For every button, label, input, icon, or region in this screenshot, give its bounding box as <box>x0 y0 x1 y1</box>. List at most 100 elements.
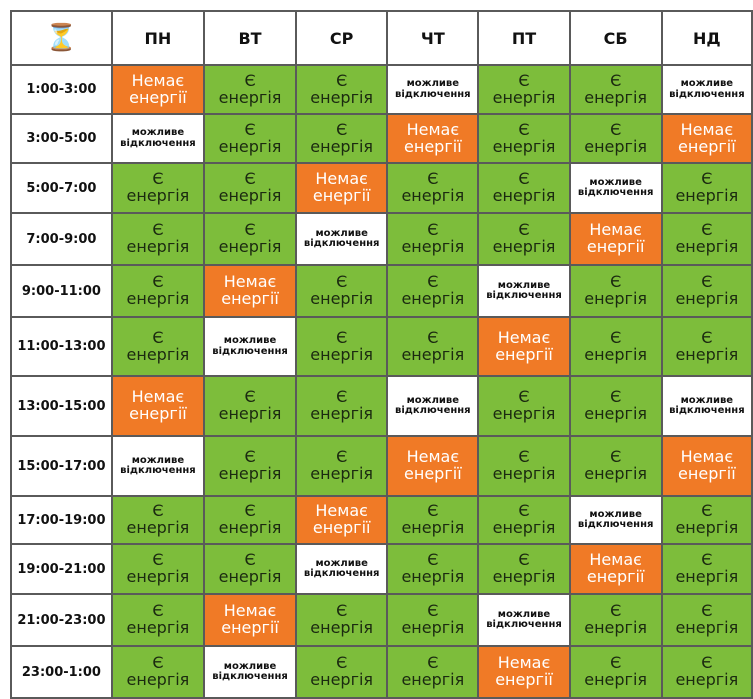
status-cell-off: Немає енергії <box>295 495 389 545</box>
status-line-2: енергія <box>310 344 374 364</box>
status-line-1: Є <box>518 169 530 189</box>
status-line-1: Є <box>244 119 256 139</box>
status-line-1: Є <box>244 501 256 521</box>
status-line-1: Є <box>518 550 530 570</box>
status-line-1: Немає <box>497 327 551 347</box>
status-cell-off: Немає енергії <box>660 435 753 497</box>
status-line-2: відключення <box>577 519 654 530</box>
status-line-1: Є <box>518 447 530 467</box>
status-line-2: енергія <box>584 670 648 689</box>
status-cell-off: Немає енергії <box>477 645 571 699</box>
status-line-1: Є <box>152 653 164 673</box>
status-line-2: енергія <box>675 237 739 256</box>
status-line-2: енергія <box>126 518 190 537</box>
day-header: ВТ <box>202 10 298 66</box>
status-line-1: Є <box>610 601 622 621</box>
status-line-1: Немає <box>315 169 368 189</box>
status-line-1: Немає <box>406 119 460 139</box>
status-line-1: Є <box>610 653 622 673</box>
status-line-1: Немає <box>589 220 642 240</box>
status-cell-maybe: можливе відключення <box>295 212 389 266</box>
status-line-1: Є <box>244 447 256 467</box>
status-cell-maybe: можливе відключення <box>660 64 753 115</box>
status-line-1: Немає <box>680 447 734 467</box>
status-line-1: можливе <box>589 176 642 188</box>
status-line-1: Є <box>610 387 622 407</box>
time-slot-label: 17:00-19:00 <box>10 495 113 545</box>
status-line-2: енергія <box>310 464 374 483</box>
status-line-2: енергія <box>584 289 648 308</box>
time-slot-label: 11:00-13:00 <box>10 316 113 377</box>
status-cell-maybe: можливе відключення <box>110 113 205 164</box>
status-line-2: відключення <box>486 619 562 630</box>
status-cell-off: Немає енергії <box>386 113 480 164</box>
status-line-1: Є <box>152 169 164 189</box>
time-slot-label: 19:00-21:00 <box>10 543 113 595</box>
status-line-2: енергія <box>492 136 556 156</box>
status-line-2: енергія <box>492 464 556 483</box>
status-line-1: можливе <box>315 557 368 569</box>
status-line-2: відключення <box>486 290 562 301</box>
status-line-1: Є <box>610 447 622 467</box>
status-line-1: Є <box>244 550 256 570</box>
status-line-2: енергія <box>310 670 374 689</box>
status-line-1: Є <box>427 550 439 570</box>
status-cell-maybe: можливе відключення <box>202 316 298 377</box>
status-line-2: енергія <box>401 186 465 205</box>
status-line-1: Є <box>152 601 164 621</box>
status-line-2: енергія <box>584 344 648 364</box>
status-cell-maybe: можливе відключення <box>386 375 480 437</box>
status-cell-maybe: можливе відключення <box>477 593 571 647</box>
status-line-2: відключення <box>212 671 288 682</box>
status-line-1: Є <box>427 601 439 621</box>
status-line-1: Є <box>610 119 622 139</box>
status-line-1: Є <box>701 220 713 240</box>
header-row: ⏳ ПН ВТ СР ЧТ ПТ СБ НД <box>10 10 753 66</box>
status-line-1: можливе <box>131 127 185 138</box>
status-line-1: Є <box>244 169 256 189</box>
status-line-1: Є <box>152 550 164 570</box>
status-line-1: Є <box>427 272 439 292</box>
status-line-2: енергії <box>404 464 462 483</box>
status-line-1: Немає <box>315 501 368 521</box>
status-line-1: Є <box>336 387 348 407</box>
status-line-1: можливе <box>315 227 368 239</box>
status-line-1: Є <box>336 447 348 467</box>
status-line-1: можливе <box>406 394 460 406</box>
status-line-2: енергія <box>584 404 648 423</box>
status-line-2: енергія <box>492 237 556 256</box>
status-line-2: енергія <box>584 87 648 107</box>
